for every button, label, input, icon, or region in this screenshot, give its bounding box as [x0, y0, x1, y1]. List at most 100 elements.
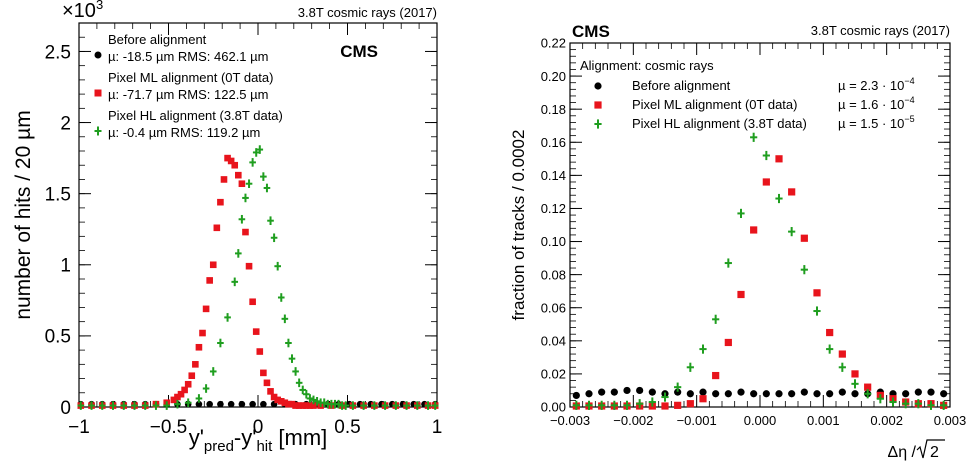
- data-point: [851, 379, 859, 389]
- data-point: [902, 390, 910, 398]
- data-point: [270, 393, 278, 401]
- data-point: [826, 344, 834, 354]
- y-tick-label: 0.18: [541, 102, 566, 117]
- data-point: [277, 293, 285, 302]
- data-point: [195, 343, 203, 351]
- data-point: [737, 290, 745, 299]
- right-legend-header: Alignment: cosmic rays: [580, 58, 714, 73]
- data-point: [181, 386, 188, 394]
- data-point: [256, 348, 264, 355]
- data-point: [902, 399, 910, 409]
- data-point: [699, 344, 707, 354]
- data-point: [267, 216, 274, 225]
- x-tick-label: 0.003: [934, 413, 967, 428]
- data-point: [277, 398, 285, 405]
- data-point: [217, 400, 224, 408]
- data-point: [235, 249, 242, 258]
- y-tick-label: 0.16: [541, 135, 566, 150]
- y-tick-label: 0.10: [541, 234, 566, 249]
- data-point: [306, 402, 314, 409]
- data-point: [712, 371, 720, 380]
- data-point: [762, 178, 770, 186]
- data-point: [851, 370, 859, 378]
- data-point: [636, 399, 644, 409]
- data-point: [636, 386, 644, 395]
- y-tick-label: 2: [60, 113, 71, 134]
- data-point: [320, 398, 328, 408]
- right-y-axis-label: fraction of tracks / 0.0002: [509, 130, 528, 321]
- data-point: [206, 400, 213, 408]
- data-point: [224, 154, 231, 162]
- y-tick-label: 0.20: [541, 69, 566, 84]
- data-point: [274, 396, 281, 404]
- data-point: [288, 354, 296, 363]
- data-point: [141, 401, 149, 410]
- data-point: [392, 401, 400, 410]
- data-point: [724, 338, 732, 347]
- data-point: [674, 388, 682, 396]
- legend-label: Pixel ML alignment (0T data): [108, 70, 273, 85]
- y-tick-label: 1.5: [45, 185, 71, 206]
- legend-stats: µ: -18.5 µm RMS: 462.1 µm: [108, 49, 268, 64]
- data-point: [826, 390, 834, 398]
- data-point: [737, 388, 745, 396]
- legend-stats: µ: -71.7 µm RMS: 122.5 µm: [108, 87, 268, 102]
- data-point: [170, 396, 178, 404]
- data-point: [238, 180, 246, 188]
- data-point: [242, 228, 249, 236]
- data-point: [184, 398, 192, 408]
- legend-label: Before alignment: [632, 78, 731, 93]
- data-point: [299, 402, 307, 409]
- data-point: [737, 208, 745, 219]
- legend-mu: µ = 1.6 · 10−4: [838, 95, 915, 112]
- data-point: [267, 388, 274, 395]
- series-cross: [572, 132, 948, 410]
- legend-marker: [594, 101, 602, 109]
- legend-marker: [594, 119, 602, 129]
- data-point: [235, 171, 242, 179]
- svg-text:2: 2: [930, 444, 939, 461]
- data-point: [914, 399, 922, 409]
- data-point: [288, 400, 296, 408]
- x-tick-label: 0.001: [807, 413, 840, 428]
- y-tick-label: 0.5: [45, 327, 71, 348]
- data-point: [342, 401, 350, 410]
- data-point: [206, 277, 213, 284]
- data-point: [800, 265, 808, 275]
- data-point: [585, 400, 593, 410]
- right-legend: Before alignment µ = 2.3 · 10−4 Pixel ML a…: [594, 76, 915, 131]
- data-point: [349, 401, 357, 410]
- data-point: [263, 379, 271, 387]
- data-point: [310, 402, 317, 409]
- data-point: [303, 389, 310, 399]
- data-point: [238, 214, 246, 224]
- y-tick-label: 0: [60, 398, 71, 419]
- data-point: [152, 401, 160, 410]
- data-point: [762, 150, 770, 161]
- right-axis-ticks: [569, 42, 951, 408]
- series-square: [77, 154, 439, 409]
- left-legend: Before alignment µ: -18.5 µm RMS: 462.1 µ…: [94, 32, 283, 140]
- data-point: [572, 400, 580, 410]
- legend-label: Pixel ML alignment (0T data): [632, 97, 797, 112]
- data-point: [864, 383, 872, 391]
- x-tick-label: 0.002: [870, 413, 903, 428]
- left-chart: −1 −0.5 0 0.5 1 0 0.5 1 1.5 2 2.5 ×103 3.8T cosmic…: [12, 0, 442, 455]
- data-point: [310, 395, 317, 405]
- data-point: [274, 261, 281, 271]
- data-point: [724, 390, 732, 398]
- data-point: [202, 305, 210, 313]
- right-tick-labels: −0.003 −0.002 −0.001 0.000 0.001 0.002 0.003 0.…: [541, 36, 967, 428]
- data-point: [174, 393, 181, 401]
- data-point: [120, 401, 128, 410]
- data-point: [940, 390, 948, 398]
- data-point: [202, 384, 210, 393]
- data-point: [424, 401, 432, 410]
- data-point: [260, 369, 267, 377]
- data-point: [249, 400, 256, 408]
- data-point: [313, 397, 321, 406]
- y-tick-label: 0.06: [541, 300, 566, 315]
- legend-stats: µ: -0.4 µm RMS: 119.2 µm: [108, 125, 260, 140]
- data-point: [572, 391, 580, 400]
